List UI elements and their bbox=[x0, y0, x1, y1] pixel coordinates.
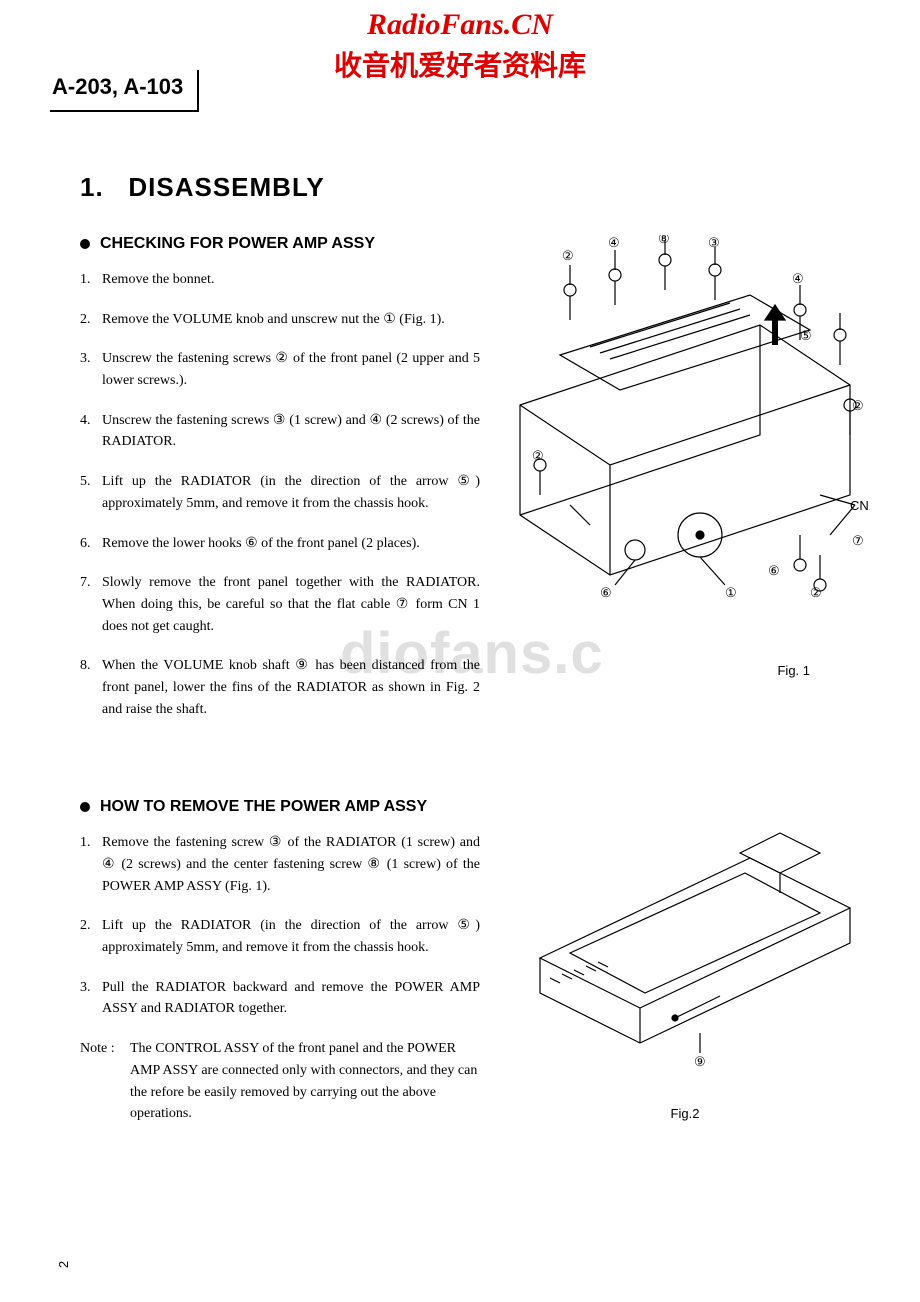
figure-2: ⑨ Fig.2 bbox=[500, 798, 870, 1125]
bullet-icon bbox=[80, 239, 90, 249]
fig1-caption: Fig. 1 bbox=[500, 663, 870, 678]
svg-text:⑦: ⑦ bbox=[852, 533, 864, 548]
step-number: 5. bbox=[80, 471, 102, 514]
svg-text:⑧: ⑧ bbox=[658, 235, 670, 246]
block2-heading: HOW TO REMOVE THE POWER AMP ASSY bbox=[80, 798, 480, 816]
step-number: 1. bbox=[80, 832, 102, 897]
block2-steps: 1.Remove the fastening screw ③ of the RA… bbox=[80, 832, 480, 1020]
step-number: 8. bbox=[80, 655, 102, 720]
svg-text:CN1: CN1 bbox=[850, 498, 870, 513]
svg-text:⑥: ⑥ bbox=[600, 585, 612, 600]
step-text: Slowly remove the front panel together w… bbox=[102, 572, 480, 637]
step-item: 3.Pull the RADIATOR backward and remove … bbox=[80, 977, 480, 1020]
block1-heading-text: CHECKING FOR POWER AMP ASSY bbox=[100, 235, 375, 253]
block1-heading: CHECKING FOR POWER AMP ASSY bbox=[80, 235, 480, 253]
step-item: 6.Remove the lower hooks ⑥ of the front … bbox=[80, 533, 480, 555]
block2-heading-text: HOW TO REMOVE THE POWER AMP ASSY bbox=[100, 798, 427, 816]
step-text: Remove the VOLUME knob and unscrew nut t… bbox=[102, 309, 480, 331]
svg-text:③: ③ bbox=[708, 235, 720, 250]
step-text: Lift up the RADIATOR (in the direction o… bbox=[102, 915, 480, 958]
step-item: 8.When the VOLUME knob shaft ⑨ has been … bbox=[80, 655, 480, 720]
svg-text:⑤: ⑤ bbox=[800, 328, 812, 343]
step-number: 3. bbox=[80, 977, 102, 1020]
step-item: 4.Unscrew the fastening screws ③ (1 scre… bbox=[80, 410, 480, 453]
step-text: Unscrew the fastening screws ③ (1 screw)… bbox=[102, 410, 480, 453]
block1-text: CHECKING FOR POWER AMP ASSY 1.Remove the… bbox=[80, 235, 480, 738]
svg-text:①: ① bbox=[725, 585, 737, 600]
step-item: 5.Lift up the RADIATOR (in the direction… bbox=[80, 471, 480, 514]
step-item: 1.Remove the fastening screw ③ of the RA… bbox=[80, 832, 480, 897]
block2-note: Note : The CONTROL ASSY of the front pan… bbox=[80, 1038, 480, 1125]
fig2-caption: Fig.2 bbox=[500, 1106, 870, 1121]
model-number: A-203, A-103 bbox=[50, 70, 199, 112]
step-item: 7.Slowly remove the front panel together… bbox=[80, 572, 480, 637]
step-text: Lift up the RADIATOR (in the direction o… bbox=[102, 471, 480, 514]
svg-text:④: ④ bbox=[608, 235, 620, 250]
note-text: The CONTROL ASSY of the front panel and … bbox=[130, 1038, 480, 1125]
step-number: 4. bbox=[80, 410, 102, 453]
svg-text:⑨: ⑨ bbox=[694, 1054, 706, 1069]
step-text: Pull the RADIATOR backward and remove th… bbox=[102, 977, 480, 1020]
svg-text:②: ② bbox=[532, 448, 544, 463]
bullet-icon bbox=[80, 802, 90, 812]
step-number: 6. bbox=[80, 533, 102, 555]
step-text: When the VOLUME knob shaft ⑨ has been di… bbox=[102, 655, 480, 720]
step-item: 1.Remove the bonnet. bbox=[80, 269, 480, 291]
block1-steps: 1.Remove the bonnet.2.Remove the VOLUME … bbox=[80, 269, 480, 720]
svg-text:⑥: ⑥ bbox=[768, 563, 780, 578]
svg-text:②: ② bbox=[562, 248, 574, 263]
step-item: 2.Lift up the RADIATOR (in the direction… bbox=[80, 915, 480, 958]
svg-text:②: ② bbox=[810, 585, 822, 600]
note-label: Note : bbox=[80, 1038, 130, 1125]
section-title: 1. DISASSEMBLY bbox=[80, 172, 870, 203]
section-name: DISASSEMBLY bbox=[128, 172, 324, 202]
step-item: 3.Unscrew the fastening screws ② of the … bbox=[80, 348, 480, 391]
step-item: 2.Remove the VOLUME knob and unscrew nut… bbox=[80, 309, 480, 331]
svg-text:④: ④ bbox=[792, 271, 804, 286]
step-text: Unscrew the fastening screws ② of the fr… bbox=[102, 348, 480, 391]
watermark-line1: RadioFans.CN bbox=[0, 8, 920, 42]
step-text: Remove the bonnet. bbox=[102, 269, 480, 291]
fig1-svg: ② ④ ⑧ ③ ④ ⑤ ② ② ① ⑥ ⑥ ② ⑦ CN1 bbox=[500, 235, 870, 655]
block2-text: HOW TO REMOVE THE POWER AMP ASSY 1.Remov… bbox=[80, 798, 480, 1125]
fig2-svg: ⑨ bbox=[500, 818, 870, 1098]
step-number: 1. bbox=[80, 269, 102, 291]
step-text: Remove the lower hooks ⑥ of the front pa… bbox=[102, 533, 480, 555]
step-number: 7. bbox=[80, 572, 102, 637]
page-number: 2 bbox=[56, 1261, 71, 1268]
svg-text:②: ② bbox=[852, 398, 864, 413]
step-number: 3. bbox=[80, 348, 102, 391]
figure-1: ② ④ ⑧ ③ ④ ⑤ ② ② ① ⑥ ⑥ ② ⑦ CN1 Fig. 1 bbox=[500, 235, 870, 738]
section-number: 1. bbox=[80, 172, 104, 202]
step-number: 2. bbox=[80, 309, 102, 331]
step-number: 2. bbox=[80, 915, 102, 958]
step-text: Remove the fastening screw ③ of the RADI… bbox=[102, 832, 480, 897]
